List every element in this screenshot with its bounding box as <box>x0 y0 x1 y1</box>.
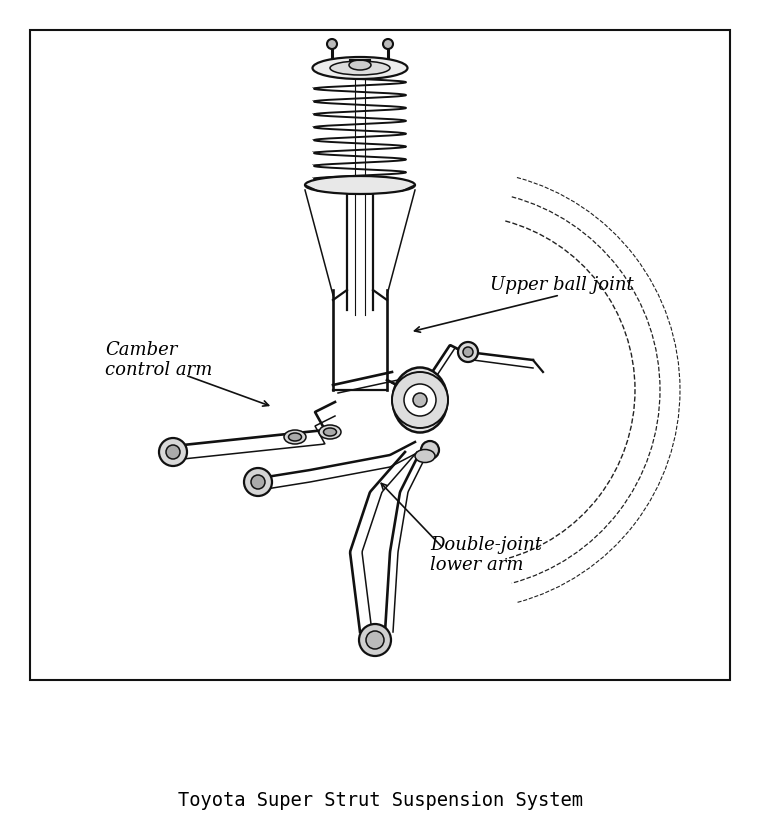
Ellipse shape <box>330 61 390 75</box>
Ellipse shape <box>415 450 435 462</box>
Ellipse shape <box>312 57 407 79</box>
Circle shape <box>359 624 391 656</box>
Circle shape <box>463 347 473 357</box>
Ellipse shape <box>284 430 306 444</box>
Ellipse shape <box>305 176 415 194</box>
Ellipse shape <box>289 433 302 441</box>
Circle shape <box>244 468 272 496</box>
Circle shape <box>413 393 427 407</box>
Circle shape <box>392 372 448 428</box>
Circle shape <box>251 475 265 489</box>
Ellipse shape <box>349 60 371 70</box>
Circle shape <box>458 342 478 362</box>
Ellipse shape <box>319 425 341 439</box>
Circle shape <box>383 39 393 49</box>
Circle shape <box>366 631 384 649</box>
Text: Camber
control arm: Camber control arm <box>105 341 212 379</box>
Circle shape <box>327 39 337 49</box>
Text: Double-joint
lower arm: Double-joint lower arm <box>430 536 542 575</box>
Circle shape <box>404 384 436 416</box>
Text: Upper ball joint: Upper ball joint <box>490 276 634 294</box>
Ellipse shape <box>324 428 337 436</box>
Circle shape <box>159 438 187 466</box>
Bar <box>30 30 730 680</box>
Circle shape <box>166 445 180 459</box>
Ellipse shape <box>392 367 448 432</box>
Text: Toyota Super Strut Suspension System: Toyota Super Strut Suspension System <box>178 791 582 810</box>
Circle shape <box>421 441 439 459</box>
